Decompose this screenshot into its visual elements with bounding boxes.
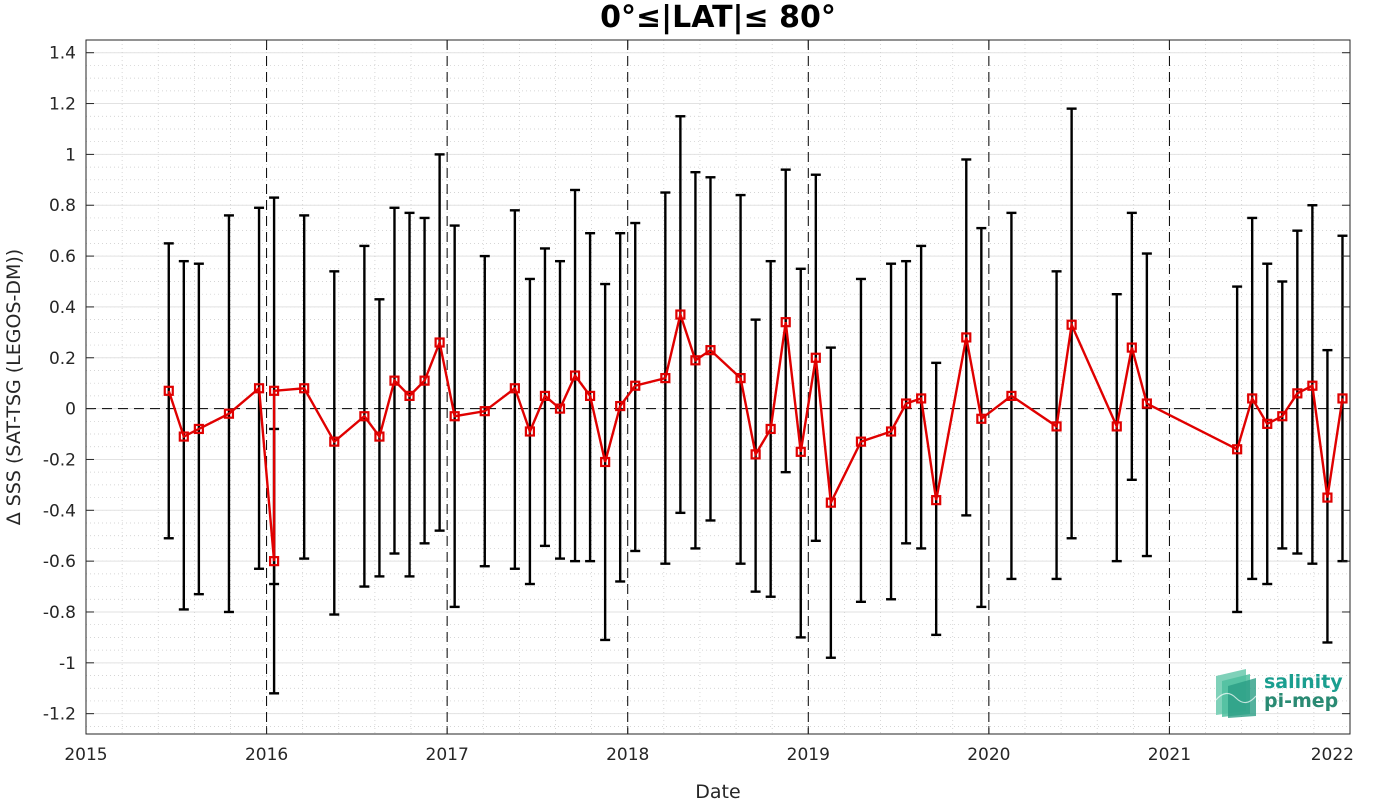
data-point <box>660 373 671 384</box>
data-point <box>825 497 836 508</box>
wave-icon <box>1215 669 1257 718</box>
data-point <box>615 400 626 412</box>
data-point <box>359 411 370 422</box>
grid <box>85 40 1351 734</box>
data-point <box>569 370 581 381</box>
data-point <box>223 408 235 419</box>
data-point <box>1232 444 1243 455</box>
data-point <box>1126 342 1137 353</box>
data-point <box>1322 492 1333 503</box>
data-point <box>976 413 987 424</box>
data-point <box>690 355 701 366</box>
data-point <box>1141 398 1152 409</box>
axis-ticks <box>85 40 1351 734</box>
chart-title: 0°≤|LAT|≤ 80° <box>600 0 836 35</box>
data-point <box>780 317 791 328</box>
data-point <box>1051 421 1062 432</box>
data-point <box>1292 388 1303 399</box>
data-point <box>1337 393 1348 404</box>
data-point <box>419 375 430 386</box>
y-tick-label: 0.4 <box>49 298 76 318</box>
y-tick-label: 0.8 <box>49 196 76 216</box>
data-point <box>193 423 204 435</box>
salinity-pi-mep-logo: salinity pi-mep <box>1215 669 1343 718</box>
data-point <box>539 390 551 401</box>
data-point <box>479 406 490 417</box>
data-point <box>705 345 716 356</box>
x-tick-label: 2022 <box>1311 745 1354 765</box>
x-tick-label: 2018 <box>606 745 649 765</box>
x-tick-labels: 2015 2016 2017 2018 2019 2020 2021 2022 <box>64 745 1354 765</box>
data-point <box>900 398 912 409</box>
data-point <box>675 309 686 320</box>
data-point <box>584 390 596 401</box>
x-tick-label: 2016 <box>245 745 288 765</box>
data-point <box>1277 411 1288 422</box>
plot-background <box>86 40 1350 734</box>
data-point <box>885 426 897 437</box>
data-point <box>404 390 415 401</box>
data-point <box>630 380 641 391</box>
data-point <box>600 456 611 468</box>
year-separators <box>266 40 1170 734</box>
data-point <box>931 495 942 506</box>
data-point <box>253 383 265 394</box>
series-line <box>167 310 1344 562</box>
data-point <box>163 385 174 396</box>
y-tick-label: 0.6 <box>49 247 76 267</box>
data-point <box>810 352 821 363</box>
data-point <box>389 375 400 386</box>
data-point <box>434 337 445 348</box>
plot-area <box>85 39 1351 735</box>
y-tick-labels: -1.2 -1 -0.8 -0.6 -0.4 -0.2 0 0.2 0.4 0.6 0.8 1 1.2 1… <box>43 44 76 725</box>
logo-line-2: pi-mep <box>1264 690 1338 712</box>
y-tick-label: 1.4 <box>49 44 76 64</box>
data-point <box>329 436 340 447</box>
data-point <box>554 403 566 414</box>
data-point <box>509 383 520 394</box>
data-point <box>268 556 280 567</box>
data-point <box>1247 393 1258 404</box>
y-tick-label: -0.8 <box>43 603 76 623</box>
data-point <box>916 393 927 404</box>
y-tick-label: -0.6 <box>43 552 76 572</box>
x-tick-label: 2015 <box>64 745 107 765</box>
x-tick-label: 2020 <box>967 745 1010 765</box>
y-tick-label: 1.2 <box>49 95 76 115</box>
data-point <box>1066 319 1077 330</box>
y-tick-label: -1 <box>59 654 76 674</box>
logo-line-1: salinity <box>1264 671 1343 693</box>
series-markers <box>163 309 1348 567</box>
data-point <box>524 426 536 437</box>
y-tick-label: 0.2 <box>49 349 76 369</box>
data-point <box>750 449 761 460</box>
data-point <box>795 446 806 457</box>
data-point <box>299 383 310 394</box>
data-point <box>1006 390 1017 401</box>
data-point <box>1307 380 1318 391</box>
data-point <box>855 436 867 447</box>
y-tick-label: -0.4 <box>43 501 76 521</box>
data-point <box>449 411 460 422</box>
data-point <box>961 332 972 343</box>
y-axis-label: Δ SSS (SAT-TSG (LEGOS-DM)) <box>3 249 25 525</box>
x-tick-label: 2017 <box>426 745 469 765</box>
x-tick-label: 2019 <box>787 745 830 765</box>
y-tick-label: -1.2 <box>43 705 76 725</box>
data-point <box>1111 421 1122 432</box>
plot-frame <box>85 39 1351 735</box>
y-tick-label: 0 <box>65 400 76 420</box>
data-point <box>374 431 385 442</box>
y-tick-label: -0.2 <box>43 450 76 470</box>
data-point <box>178 431 189 442</box>
data-point <box>268 385 280 396</box>
data-point <box>765 423 776 435</box>
data-point <box>735 373 746 384</box>
data-point <box>1262 418 1273 429</box>
x-axis-label: Date <box>695 781 740 801</box>
y-tick-label: 1 <box>65 145 76 165</box>
x-tick-label: 2021 <box>1148 745 1191 765</box>
